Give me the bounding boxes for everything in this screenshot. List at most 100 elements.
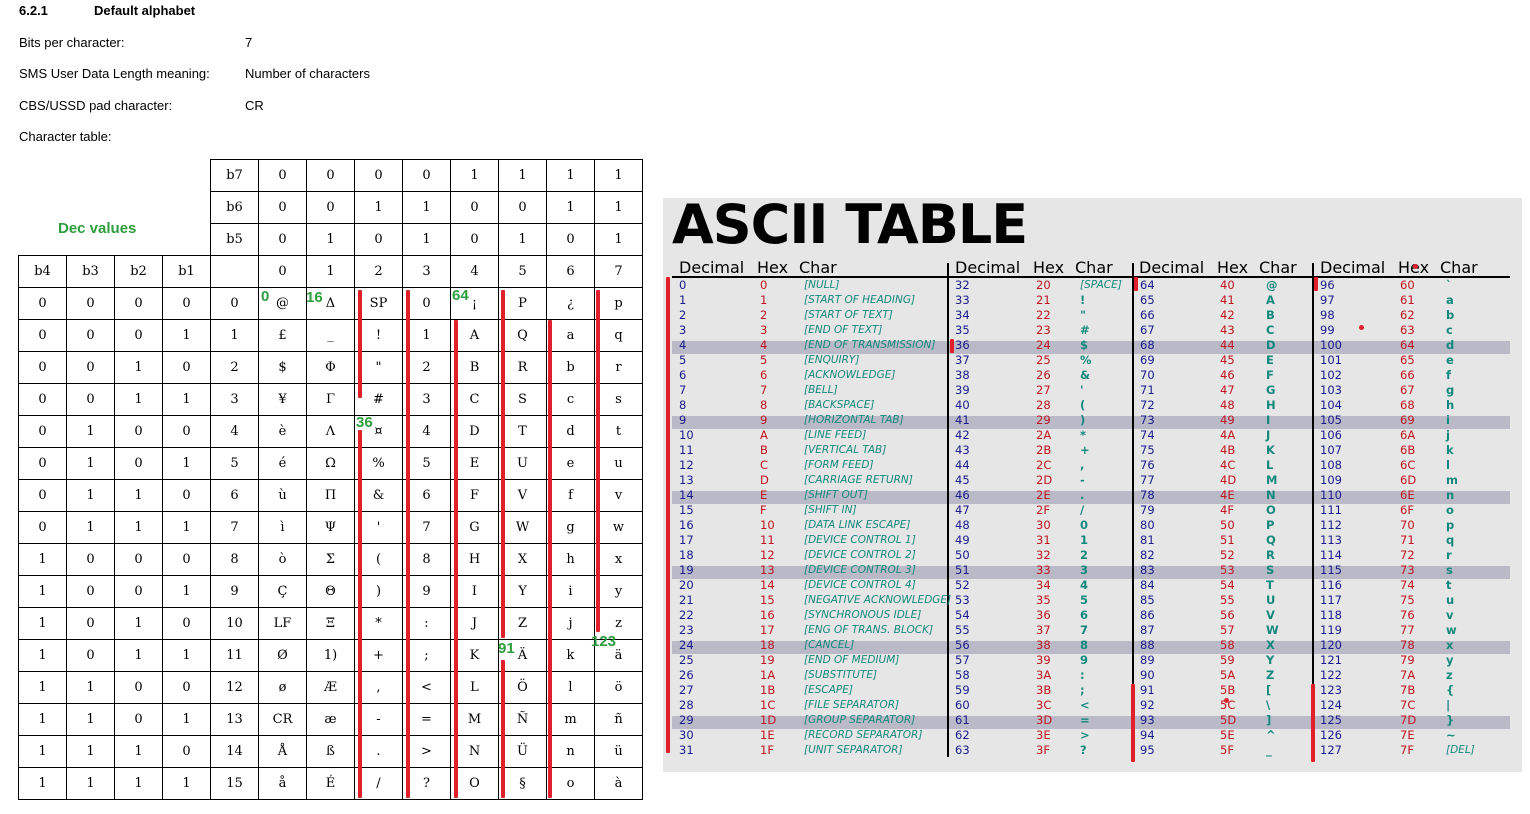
ascii-char-value: j bbox=[1446, 428, 1450, 442]
ascii-decimal-value: 29 bbox=[679, 713, 694, 727]
ascii-decimal-value: 95 bbox=[1140, 743, 1155, 757]
ascii-decimal-value: 91 bbox=[1140, 683, 1155, 697]
gsm-bit-value: 1 bbox=[498, 159, 547, 192]
ascii-hex-value: 3 bbox=[760, 323, 768, 337]
ascii-hex-value: 7D bbox=[1400, 713, 1417, 727]
ascii-decimal-value: 101 bbox=[1320, 353, 1342, 367]
ascii-decimal-value: 73 bbox=[1140, 413, 1155, 427]
ascii-decimal-value: 52 bbox=[955, 578, 970, 592]
ascii-hex-value: 79 bbox=[1400, 653, 1415, 667]
ascii-hex-value: 16 bbox=[760, 608, 775, 622]
gsm-bit-value: 1 bbox=[162, 319, 211, 352]
ascii-hex-value: 1F bbox=[760, 743, 774, 757]
gsm-char-cell: a bbox=[546, 319, 595, 352]
ascii-decimal-value: 27 bbox=[679, 683, 694, 697]
gsm-char-cell: å bbox=[258, 767, 307, 800]
ascii-hex-value: 55 bbox=[1220, 593, 1235, 607]
gsm-char-cell: h bbox=[546, 543, 595, 576]
gsm-row-number: 2 bbox=[210, 351, 259, 384]
gsm-row-number: 4 bbox=[210, 415, 259, 448]
ascii-hex-value: 20 bbox=[1036, 278, 1051, 292]
ascii-char-value: > bbox=[1080, 728, 1090, 742]
ascii-decimal-value: 97 bbox=[1320, 293, 1335, 307]
gsm-char-cell: $ bbox=[258, 351, 307, 384]
ascii-char-value: [BELL] bbox=[804, 384, 838, 396]
ascii-hex-value: 6C bbox=[1400, 458, 1416, 472]
ascii-char-value: V bbox=[1266, 608, 1275, 622]
gsm-char-cell: ñ bbox=[594, 703, 643, 736]
annotation-0: 0 bbox=[261, 288, 270, 305]
ascii-char-value: x bbox=[1446, 638, 1454, 652]
ascii-char-value: | bbox=[1446, 698, 1451, 712]
ascii-decimal-value: 65 bbox=[1140, 293, 1155, 307]
ascii-decimal-value: 12 bbox=[679, 458, 694, 472]
ascii-char-value: W bbox=[1266, 623, 1279, 637]
gsm-char-cell: W bbox=[498, 511, 547, 544]
ascii-char-value: [CANCEL] bbox=[804, 639, 855, 651]
ascii-char-value: 1 bbox=[1080, 533, 1089, 547]
gsm-row-number: 7 bbox=[210, 511, 259, 544]
ascii-char-value: p bbox=[1446, 518, 1455, 532]
ascii-decimal-value: 79 bbox=[1140, 503, 1155, 517]
ascii-hex-value: 7B bbox=[1400, 683, 1416, 697]
gsm-row-number: 1 bbox=[210, 319, 259, 352]
ascii-hex-value: 11 bbox=[760, 533, 775, 547]
ascii-hex-value: 9 bbox=[760, 413, 768, 427]
ascii-decimal-value: 8 bbox=[679, 398, 687, 412]
gsm-bit-value: 0 bbox=[114, 543, 163, 576]
gsm-bit-value: 1 bbox=[498, 223, 547, 256]
red-marker-bar bbox=[358, 290, 362, 398]
ascii-decimal-value: 9 bbox=[679, 413, 687, 427]
ascii-decimal-value: 109 bbox=[1320, 473, 1342, 487]
ascii-hex-value: 58 bbox=[1220, 638, 1235, 652]
ascii-decimal-value: 84 bbox=[1140, 578, 1155, 592]
red-marker-bar bbox=[1311, 684, 1315, 762]
ascii-decimal-value: 120 bbox=[1320, 638, 1342, 652]
gsm-bit-value: 1 bbox=[306, 223, 355, 256]
gsm-char-cell: @ bbox=[258, 287, 307, 320]
gsm-char-cell: é bbox=[258, 447, 307, 480]
gsm-row-number: 5 bbox=[210, 447, 259, 480]
gsm-bit-value: 1 bbox=[18, 735, 67, 768]
ascii-decimal-value: 119 bbox=[1320, 623, 1342, 637]
gsm-bit-value: 1 bbox=[66, 447, 115, 480]
gsm-row-number: 8 bbox=[210, 543, 259, 576]
ascii-decimal-value: 11 bbox=[679, 443, 694, 457]
ascii-table-panel bbox=[663, 198, 1522, 772]
ascii-hex-value: 18 bbox=[760, 638, 775, 652]
ascii-decimal-value: 106 bbox=[1320, 428, 1342, 442]
gsm-bit-label: b1 bbox=[162, 255, 211, 288]
ascii-char-value: I bbox=[1266, 413, 1271, 427]
ascii-decimal-value: 54 bbox=[955, 608, 970, 622]
gsm-char-cell: P bbox=[498, 287, 547, 320]
ascii-char-value: c bbox=[1446, 323, 1453, 337]
ascii-hex-value: 1B bbox=[760, 683, 776, 697]
gsm-bit-value: 0 bbox=[18, 351, 67, 384]
ascii-decimal-value: 99 bbox=[1320, 323, 1335, 337]
ascii-decimal-value: 122 bbox=[1320, 668, 1342, 682]
ascii-char-value: 6 bbox=[1080, 608, 1089, 622]
ascii-decimal-value: 16 bbox=[679, 518, 694, 532]
ascii-decimal-value: 103 bbox=[1320, 383, 1342, 397]
ascii-char-value: [NEGATIVE ACKNOWLEDGE] bbox=[804, 594, 952, 606]
ascii-char-value: z bbox=[1446, 668, 1453, 682]
gsm-char-cell: ü bbox=[594, 735, 643, 768]
ascii-hex-value: A bbox=[760, 428, 768, 442]
ascii-hex-value: 63 bbox=[1400, 323, 1415, 337]
gsm-char-cell: 5 bbox=[402, 447, 451, 480]
gsm-char-cell: ù bbox=[258, 479, 307, 512]
gsm-bit-value: 1 bbox=[18, 703, 67, 736]
gsm-bit-value: 0 bbox=[162, 479, 211, 512]
gsm-char-cell: X bbox=[498, 543, 547, 576]
ascii-char-value: d bbox=[1446, 338, 1455, 352]
ascii-decimal-value: 62 bbox=[955, 728, 970, 742]
ascii-decimal-value: 124 bbox=[1320, 698, 1342, 712]
gsm-char-cell: ¿ bbox=[546, 287, 595, 320]
ascii-char-value: ? bbox=[1080, 743, 1087, 757]
red-marker-dot bbox=[1224, 698, 1229, 703]
ascii-decimal-value: 118 bbox=[1320, 608, 1342, 622]
ascii-hex-value: 4D bbox=[1220, 473, 1237, 487]
gsm-bit-label: b7 bbox=[210, 159, 259, 192]
ascii-hex-value: 41 bbox=[1220, 293, 1235, 307]
